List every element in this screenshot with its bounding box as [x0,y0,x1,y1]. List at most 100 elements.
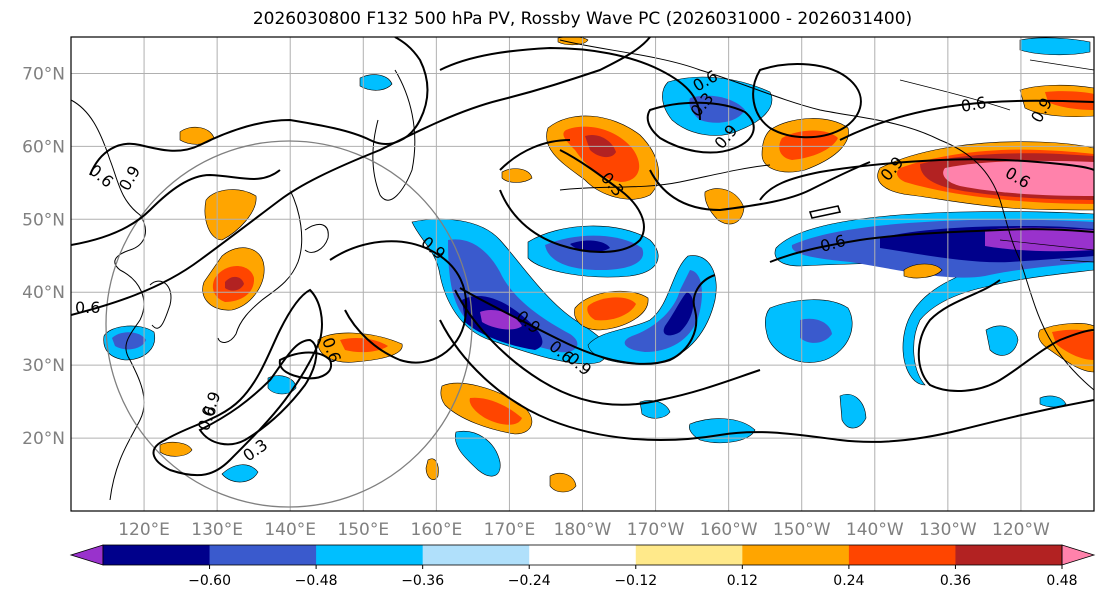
negative-anomaly-small5 [1039,395,1067,408]
colorbar-segment [955,545,1063,565]
contour-line [759,158,1094,201]
colorbar-ticks: −0.60 −0.48 −0.36 −0.24 −0.12 0.12 0.24 0.36 0.4… [188,565,1078,589]
negative-anomaly-south5 [985,325,1019,356]
positive-anomaly-central-mid [587,297,636,321]
figure-title: 2026030800 F132 500 hPa PV, Rossby Wave … [252,9,913,29]
negative-anomaly-140w-mid [800,318,832,343]
negative-anomaly-small2 [1019,37,1091,56]
contour-line [499,139,871,212]
colorbar-extend-min [69,544,104,566]
kamchatka-coastline [372,69,416,201]
contour-line [71,169,281,246]
japan-coastline [217,189,329,343]
colorbar-segment [209,545,317,565]
contour-line [89,37,429,176]
contour-line [839,99,1094,141]
longitude-labels: 120°E 130°E 140°E 150°E 160°E 170°E 180°W 170°W… [118,520,1050,540]
aleutian-islands [559,164,771,191]
positive-anomaly-jet-east-max [943,160,1094,196]
contour-label: 0.6 [959,93,987,116]
negative-anomaly-south3 [221,464,259,483]
na-coastline [1019,259,1094,391]
lon-tick-label: 160°W [700,520,758,540]
contour-line [769,228,1094,263]
colorbar-tick-label: −0.24 [508,573,551,589]
contour-line [152,288,323,477]
positive-anomaly-small-6 [557,37,589,46]
contour-line [499,149,645,253]
contour-line [71,37,651,316]
lon-tick-label: 150°W [773,520,831,540]
colorbar-extend-max [1061,544,1096,566]
negative-anomaly-170w-core [663,292,694,336]
lon-tick-label: 170°W [627,520,685,540]
lon-tick-label: 150°E [337,520,389,540]
lat-tick-label: 30°N [22,356,65,376]
negative-anomaly-small4 [639,400,671,419]
colorbar-segment [635,545,743,565]
negative-anomaly-small1 [359,74,393,91]
colorbar: −0.60 −0.48 −0.36 −0.24 −0.12 0.12 0.24 0.36 0.4… [69,544,1096,589]
contour-line [278,351,333,380]
korea-coastline [149,280,172,329]
contour-line [808,205,842,219]
colorbar-segment [529,545,637,565]
colorbar-tick-label: 0.24 [833,573,864,589]
colorbar-tick-label: 0.12 [727,573,758,589]
lat-tick-label: 40°N [22,283,65,303]
contour-line [439,46,701,121]
lon-tick-label: 120°W [992,520,1050,540]
colorbar-segment [422,545,530,565]
colorbar-segment [316,545,424,565]
reference-circle [105,140,473,508]
positive-anomaly-small-3 [903,263,943,279]
lat-tick-label: 60°N [22,137,65,157]
lon-tick-label: 170°E [484,520,536,540]
colorbar-segment [103,545,211,565]
contour-line [198,338,318,446]
colorbar-segment [742,545,850,565]
lat-tick-label: 70°N [22,64,65,84]
positive-anomaly-japan-core [225,276,244,291]
contour-line [329,240,468,364]
colorbar-segment [848,545,956,565]
colorbar-segments [69,544,1096,566]
negative-anomaly-central-max [480,309,522,330]
colorbar-tick-label: −0.12 [614,573,657,589]
lon-tick-label: 160°E [411,520,463,540]
contour-line [459,274,716,365]
lat-tick-label: 50°N [22,210,65,230]
lon-tick-label: 140°W [846,520,904,540]
negative-anomaly-south1 [454,430,501,477]
lon-tick-label: 130°W [919,520,977,540]
asia-coastline [71,99,146,501]
lon-tick-label: 140°E [264,520,316,540]
negative-anomaly-band-east-max [985,227,1094,252]
negative-anomaly-west-mid [112,332,146,350]
negative-anomaly-small3 [267,375,297,395]
contour-line [454,289,761,406]
positive-anomaly-northeast-mid [779,130,838,160]
borders [899,59,1094,263]
contour-line [646,101,755,154]
colorbar-frame [102,544,1063,566]
negative-anomaly-dateline-mid [545,235,644,270]
negative-anomaly-170w-mid [624,270,702,352]
colorbar-tick-label: 0.36 [940,573,971,589]
positive-anomaly-small-2 [704,188,745,225]
positive-anomaly-west-coast-mid [1052,329,1094,360]
positive-anomaly-small-5 [549,473,577,493]
positive-anomaly-small-4 [425,458,439,480]
pv-contours [71,37,1094,477]
lon-tick-label: 130°E [191,520,243,540]
alaska-coastline [559,39,1021,261]
colorbar-tick-label: −0.48 [295,573,338,589]
map-frame [70,36,1095,512]
contour-line [752,63,862,139]
lat-tick-label: 20°N [22,429,65,449]
colorbar-tick-label: −0.60 [188,573,231,589]
lon-tick-label: 120°E [118,520,170,540]
negative-anomaly-south4 [839,394,867,429]
colorbar-tick-label: −0.36 [401,573,444,589]
